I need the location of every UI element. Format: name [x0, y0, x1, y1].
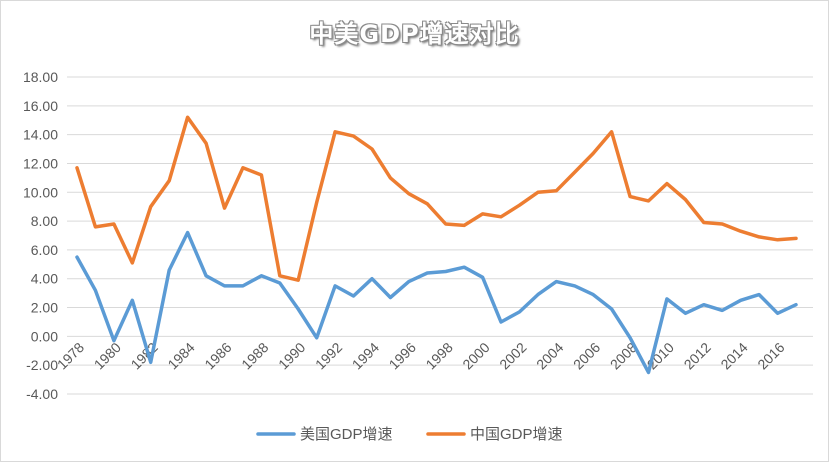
x-tick-label: 2002: [496, 339, 529, 372]
y-tick-label: 0.00: [31, 328, 58, 344]
chart-title: 中美GDP增速对比: [309, 20, 520, 48]
y-tick-label: 4.00: [31, 271, 58, 287]
y-tick-label: 2.00: [31, 300, 58, 316]
y-tick-label: 6.00: [31, 242, 58, 258]
legend-label: 中国GDP增速: [470, 426, 563, 443]
x-tick-label: 1990: [275, 339, 308, 372]
x-tick-label: 1978: [54, 339, 87, 372]
grid-lines: [67, 76, 813, 395]
series-line-china: [75, 115, 798, 282]
x-tick-label: 2014: [717, 339, 750, 372]
x-tick-label: 1980: [91, 339, 124, 372]
legend: 美国GDP增速 中国GDP增速: [256, 426, 563, 443]
x-tick-label: 1986: [201, 339, 234, 372]
x-tick-label: 1984: [164, 339, 197, 372]
x-axis-tick-labels: 1978 1980 1982 1984 1986 1988 1990 1992 1994 1996…: [54, 339, 788, 372]
y-tick-label: 14.00: [23, 127, 58, 143]
y-tick-label: 16.00: [23, 98, 58, 114]
y-tick-label: 18.00: [23, 69, 58, 85]
y-axis-tick-labels: 18.00 16.00 14.00 12.00 10.00 8.00 6.00 4.00 2.0…: [23, 69, 58, 402]
series-lines: [75, 115, 798, 375]
x-tick-label: 2016: [754, 339, 787, 372]
y-tick-label: -4.00: [26, 386, 58, 402]
series-line-us: [75, 230, 798, 375]
x-tick-label: 2004: [533, 339, 566, 372]
y-tick-label: 8.00: [31, 213, 58, 229]
x-tick-label: 1988: [238, 339, 271, 372]
y-tick-label: 10.00: [23, 184, 58, 200]
x-tick-label: 1992: [312, 339, 345, 372]
y-tick-label: -2.00: [26, 357, 58, 373]
x-tick-label: 2006: [570, 339, 603, 372]
x-tick-label: 1994: [349, 339, 382, 372]
x-tick-label: 1998: [422, 339, 455, 372]
x-tick-label: 2012: [681, 339, 714, 372]
x-tick-label: 1996: [386, 339, 419, 372]
x-tick-label: 2000: [459, 339, 492, 372]
legend-label: 美国GDP增速: [300, 426, 393, 443]
y-tick-label: 12.00: [23, 155, 58, 171]
